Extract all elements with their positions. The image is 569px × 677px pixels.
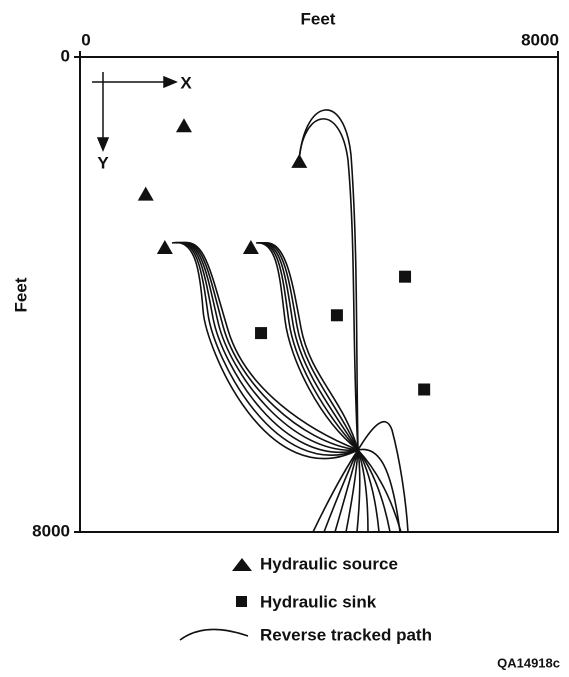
reverse-tracked-path	[171, 241, 359, 460]
reverse-tracked-path	[179, 241, 359, 451]
reverse-tracked-path	[357, 448, 401, 533]
legend-triangle	[232, 558, 252, 571]
plot-frame	[79, 56, 559, 533]
hydraulic-source	[242, 240, 259, 254]
hydraulic-source	[175, 118, 192, 133]
reverse-tracked-path	[357, 449, 369, 533]
hydraulic-sink	[418, 383, 431, 396]
reverse-tracked-path	[345, 449, 359, 533]
y-tick-label: 0	[61, 46, 70, 65]
legend-path	[179, 628, 249, 641]
reverse-tracked-path	[298, 118, 359, 451]
x-tick-label: 8000	[521, 30, 559, 49]
reverse-tracked-path	[257, 242, 359, 451]
x-tick-label: 0	[81, 30, 90, 49]
x-arrow-label: X	[180, 73, 192, 92]
reverse-tracked-path	[255, 242, 359, 451]
y-axis-label: Feet	[11, 277, 30, 312]
reverse-tracked-path	[177, 241, 359, 451]
reverse-tracked-path	[357, 421, 409, 533]
reverse-tracked-path	[263, 242, 359, 451]
y-arrow-label: Y	[97, 153, 109, 172]
reverse-tracked-path	[323, 449, 359, 533]
reverse-tracked-path	[334, 449, 359, 533]
reverse-tracked-path	[173, 241, 359, 456]
legend-label: Reverse tracked path	[260, 625, 432, 644]
legend-label: Hydraulic source	[260, 554, 398, 573]
reverse-tracked-path	[356, 449, 361, 533]
legend-square	[236, 596, 247, 607]
reverse-tracked-path	[175, 241, 359, 453]
hydraulic-source	[137, 186, 154, 201]
x-axis-label: Feet	[301, 9, 336, 28]
reverse-tracked-path	[261, 242, 359, 451]
reverse-tracked-path	[312, 449, 359, 533]
hydraulic-source	[291, 153, 308, 168]
reverse-tracked-path	[298, 109, 359, 451]
reverse-tracked-path	[357, 449, 391, 533]
axis-arrows	[92, 72, 178, 152]
hydraulic-sink	[399, 270, 412, 283]
figure-id: QA14918c	[497, 655, 560, 670]
reverse-tracked-paths	[171, 109, 409, 533]
legend-label: Hydraulic sink	[260, 592, 377, 611]
y-tick-label: 8000	[32, 521, 70, 540]
hydraulic-sink	[330, 309, 343, 322]
reverse-tracked-path	[357, 449, 380, 533]
reverse-tracked-path	[259, 242, 359, 451]
hydraulic-sink	[255, 327, 268, 340]
reverse-tracked-path	[181, 241, 359, 451]
hydraulic-source	[156, 240, 173, 254]
